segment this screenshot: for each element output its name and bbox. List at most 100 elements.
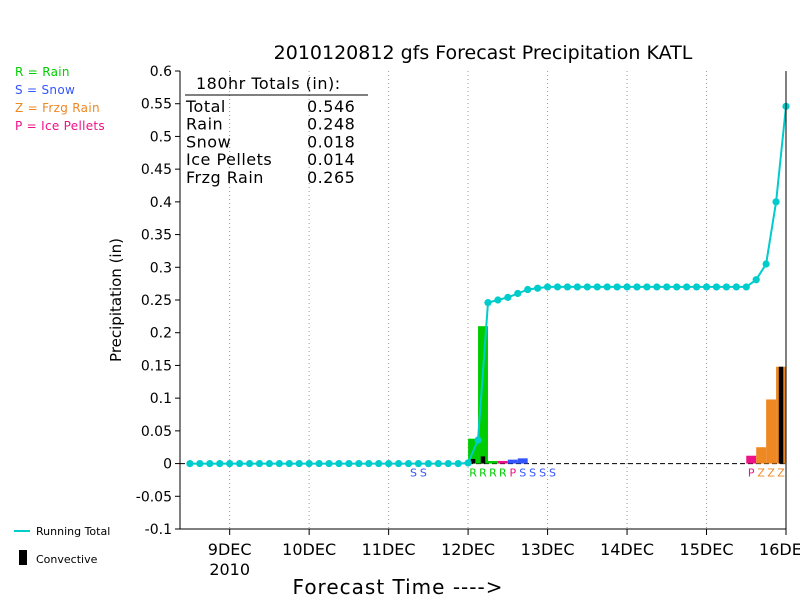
convective-bar [480,456,486,464]
running-total-point [603,283,611,291]
type-letter: S [519,467,526,480]
type-letter: R [479,467,487,480]
series-legend-label: Convective [36,553,98,566]
running-total-point [673,283,681,291]
running-total-point [563,283,572,291]
type-letter: P [509,467,516,480]
totals-label: Snow [186,132,231,151]
x-tick-label: 15DEC [680,540,734,559]
running-total-point [553,283,562,291]
type-legend-item: P = Ice Pellets [15,119,105,133]
running-total-point [573,283,581,291]
totals-label: Rain [186,115,223,134]
running-total-point [365,459,373,468]
x-tick-sublabel: 2010 [209,560,250,579]
totals-value: 0.018 [307,132,355,151]
type-legend-item: Z = Frzg Rain [15,101,100,115]
x-tick-label: 11DEC [362,540,416,559]
running-total-point [772,198,780,206]
y-tick-label: 0.15 [141,358,172,374]
series-legend-label: Running Total [36,525,110,538]
running-total-point [434,459,442,468]
y-tick-label: 0.35 [141,228,172,244]
running-total-point [375,459,383,468]
totals-heading: 180hr Totals (in): [196,74,341,93]
x-tick-label: 16DEC [759,540,800,559]
y-tick-label: 0.05 [141,424,172,440]
type-letter: R [499,467,507,480]
running-total-point [454,459,462,468]
running-total-point [186,459,194,468]
y-tick-label: 0.6 [150,64,172,80]
bars-layer [468,326,786,464]
running-total-point [692,283,701,291]
totals-label: Frzg Rain [186,168,264,187]
y-tick-label: 0 [163,457,172,473]
totals-rows: Total 0.546 Rain 0.248 Snow 0.018 Ice Pellets 0… [185,97,355,187]
totals-value: 0.014 [307,150,355,169]
totals-value: 0.265 [307,168,355,187]
running-total-point [474,436,482,444]
running-total-point [414,459,423,468]
totals-value: 0.546 [307,97,355,116]
running-total-point [534,284,542,292]
y-tick-label: 0.55 [141,97,172,113]
x-tick-label: 14DEC [600,540,654,559]
running-total-point [633,283,641,291]
running-total-point [345,459,353,468]
type-letter: Z [777,467,785,480]
y-tick-label: 0.1 [150,391,172,407]
y-tick-label: 0.2 [150,326,172,342]
type-letter: Z [757,467,765,480]
totals-label: Total [185,97,226,116]
running-total-point [305,459,313,468]
running-total-point [226,459,234,468]
running-total-point [385,459,393,468]
running-total-point [404,459,413,468]
totals-box: 180hr Totals (in): Total 0.546 Rain 0.248 Sn… [185,74,368,187]
type-letter: S [539,467,546,480]
running-total-point [762,260,770,268]
precip-bar [746,455,757,464]
running-total-point [484,299,492,307]
running-total-point [643,283,651,291]
running-total-point [732,283,740,291]
series-legend: Running Total Convective [14,525,110,566]
y-tick-label: -0.05 [136,489,172,505]
precip-bar [497,460,508,464]
x-tick-label: 13DEC [521,540,575,559]
type-letter: S [549,467,556,480]
running-total-point [722,283,730,291]
running-total-point [295,459,303,468]
x-tick-label: 12DEC [441,540,495,559]
type-letter: S [410,467,417,480]
x-axis-label: Forecast Time ----> [293,575,504,599]
y-tick-label: 0.3 [150,260,172,276]
running-total-point [206,459,214,468]
precip-bar [517,458,528,464]
precip-bar [766,399,777,464]
running-total-point [583,283,591,291]
precip-bar [507,459,518,464]
type-legend-item: S = Snow [15,83,75,97]
running-total-point [285,459,293,468]
convective-legend-swatch [19,550,27,565]
running-total-point [315,459,323,468]
chart-title: 2010120812 gfs Forecast Precipitation KA… [274,42,693,64]
running-total-point [464,459,472,467]
convective-bar [470,458,476,464]
running-total-point [444,459,452,468]
convective-bar [778,366,784,464]
running-total-point [355,459,363,468]
running-total-point [216,459,224,468]
running-total-point [702,283,711,291]
x-tick-label: 9DEC [208,540,252,559]
running-total-point [663,283,671,291]
type-letter: R [489,467,497,480]
running-total-point [514,289,522,298]
type-legend: R = Rain S = Snow Z = Frzg Rain P = Ice Pel… [15,65,105,133]
x-tick-label: 10DEC [282,540,336,559]
type-letter: P [748,467,755,480]
running-total-layer [186,102,790,468]
